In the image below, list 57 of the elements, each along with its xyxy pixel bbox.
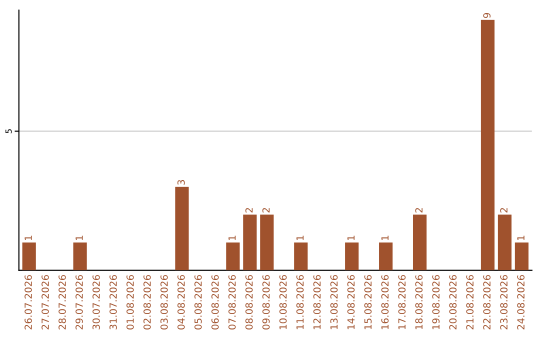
bar [226,242,240,270]
bar [480,20,495,270]
data-label: 1 [347,236,355,240]
data-label: 2 [415,208,422,213]
x-tick-label: 04.08.2026 [177,275,185,330]
bar [175,186,189,270]
x-tick-label: 20.08.2026 [449,275,457,330]
x-tick-label: 26.07.2026 [24,275,32,330]
y-tick-label: 5 [6,129,12,134]
bar [73,242,87,270]
data-label: 1 [381,236,388,240]
data-label: 2 [262,208,270,213]
bar [514,242,529,270]
data-label: 2 [245,208,253,213]
bar [379,242,393,270]
bar [243,214,257,270]
bar [22,242,36,270]
x-tick-label: 16.08.2026 [381,275,389,330]
bar [260,214,274,270]
x-tick-label: 05.08.2026 [194,275,202,330]
data-label: 1 [296,236,304,240]
x-tick-label: 03.08.2026 [160,275,168,330]
data-label: 1 [76,236,83,240]
x-tick-label: 08.08.2026 [245,275,253,330]
data-label: 1 [517,236,524,240]
bar [345,242,359,270]
x-tick-label: 02.08.2026 [143,275,151,330]
x-tick-label: 11.08.2026 [296,275,304,330]
x-tick-label: 29.07.2026 [76,275,83,330]
x-tick-label: 12.08.2026 [313,275,321,330]
x-tick-label: 14.08.2026 [347,275,355,330]
x-tick-label: 15.08.2026 [364,275,372,330]
x-tick-label: 27.07.2026 [42,275,49,330]
x-tick-label: 28.07.2026 [58,275,66,330]
x-tick-label: 23.08.2026 [500,275,508,330]
x-tick-label: 13.08.2026 [330,275,338,330]
data-label: 1 [24,236,32,240]
x-tick-label: 07.08.2026 [228,275,236,330]
data-label: 2 [500,208,508,213]
x-tick-label: 09.08.2026 [262,275,270,330]
x-tick-label: 18.08.2026 [415,275,423,330]
x-tick-label: 01.08.2026 [126,275,134,330]
data-label: 9 [483,13,491,18]
x-tick-label: 24.08.2026 [517,275,525,330]
x-tick-label: 06.08.2026 [211,275,219,330]
x-tick-label: 21.08.2026 [466,275,474,330]
bar [498,214,512,270]
x-tick-label: 10.08.2026 [279,275,287,330]
data-label: 3 [177,180,185,185]
x-tick-label: 22.08.2026 [483,275,491,330]
x-tick-label: 30.07.2026 [92,275,100,330]
x-tick-label: 19.08.2026 [432,275,440,330]
bar [412,214,427,270]
bar [294,242,308,270]
x-tick-label: 17.08.2026 [398,275,406,330]
x-tick-label: 31.07.2026 [109,275,117,330]
data-label: 1 [228,236,236,240]
